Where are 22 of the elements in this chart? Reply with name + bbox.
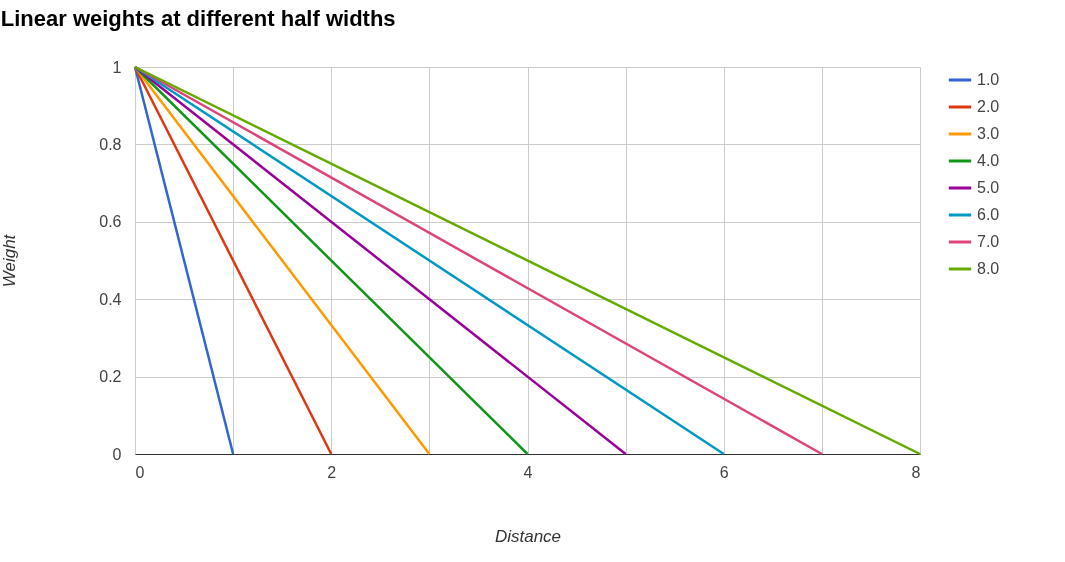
legend-label: 2.0 bbox=[977, 98, 1000, 115]
legend-label: 7.0 bbox=[977, 233, 1000, 250]
legend-label: 6.0 bbox=[977, 206, 1000, 223]
legend-label: 3.0 bbox=[977, 125, 1000, 142]
x-tick-label: 8 bbox=[911, 463, 921, 481]
y-tick-label: 0.4 bbox=[99, 290, 122, 308]
y-tick-label: 0.6 bbox=[99, 213, 122, 231]
x-tick-label: 2 bbox=[327, 463, 337, 481]
x-tick-label: 0 bbox=[135, 463, 145, 481]
y-tick-label: 0.2 bbox=[99, 368, 122, 386]
legend-label: 4.0 bbox=[977, 152, 1000, 169]
legend-label: 8.0 bbox=[977, 260, 1000, 277]
x-tick-label: 4 bbox=[523, 463, 533, 481]
legend-label: 5.0 bbox=[977, 179, 1000, 196]
y-tick-label: 0 bbox=[112, 445, 122, 463]
y-tick-label: 1 bbox=[112, 58, 122, 76]
legend-label: 1.0 bbox=[977, 71, 1000, 88]
y-axis-title: Weight bbox=[0, 233, 20, 288]
y-tick-label: 0.8 bbox=[99, 135, 122, 153]
chart-title: Linear weights at different half widths bbox=[0, 6, 396, 31]
x-axis-title: Distance bbox=[494, 526, 562, 546]
x-tick-label: 6 bbox=[719, 463, 729, 481]
